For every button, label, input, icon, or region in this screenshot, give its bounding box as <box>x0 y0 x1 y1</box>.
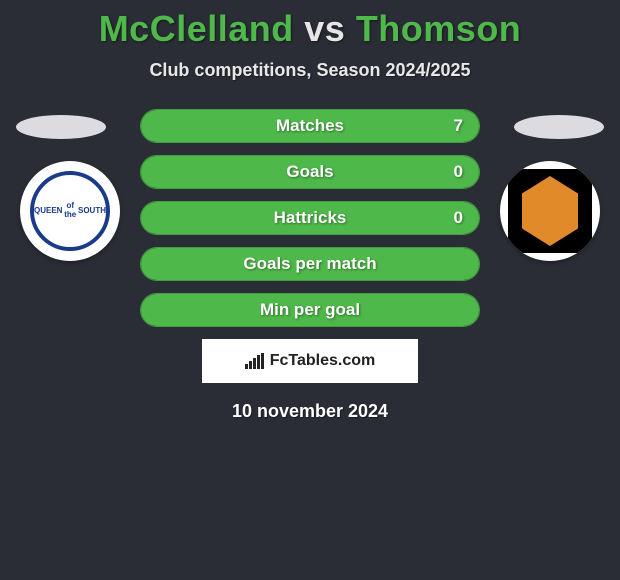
watermark: FcTables.com <box>202 339 418 383</box>
bar-chart-icon <box>245 353 264 369</box>
watermark-text: FcTables.com <box>270 352 376 370</box>
stat-bar-label: Min per goal <box>260 300 360 320</box>
stat-bar: Matches 7 <box>140 109 480 143</box>
content-area: QUEENof theSOUTH Matches7Goals0Hattricks… <box>0 109 620 422</box>
team-crest-left: QUEENof theSOUTH <box>20 161 120 261</box>
subtitle: Club competitions, Season 2024/2025 <box>0 60 620 81</box>
stat-bar-label: Goals per match <box>243 254 376 274</box>
stat-bar-value: 7 <box>454 116 463 136</box>
stat-bar: Min per goal <box>140 293 480 327</box>
stat-bar: Goals per match <box>140 247 480 281</box>
right-ellipse-decor <box>514 115 604 139</box>
team-crest-right <box>500 161 600 261</box>
player2-name: Thomson <box>356 8 521 49</box>
player1-name: McClelland <box>99 8 294 49</box>
comparison-title: McClelland vs Thomson <box>0 0 620 50</box>
vs-text: vs <box>304 8 345 49</box>
stat-bar-value: 0 <box>454 208 463 228</box>
stat-bar-value: 0 <box>454 162 463 182</box>
stat-bar-label: Matches <box>276 116 344 136</box>
crest-left-text: QUEENof theSOUTH <box>30 171 110 251</box>
left-ellipse-decor <box>16 115 106 139</box>
stat-bar-label: Goals <box>286 162 333 182</box>
crest-right-shape <box>508 169 592 253</box>
stat-bar: Goals 0 <box>140 155 480 189</box>
stat-bar-label: Hattricks <box>274 208 347 228</box>
date-text: 10 november 2024 <box>0 401 620 422</box>
stat-bar: Hattricks 0 <box>140 201 480 235</box>
stat-bars-container: Matches 7 Goals 0 Hattricks 0 Goals per match M… <box>140 109 480 327</box>
